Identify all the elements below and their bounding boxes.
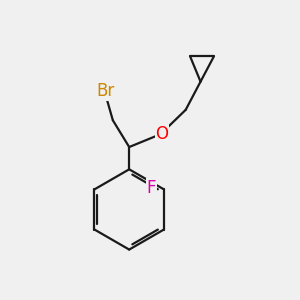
Text: O: O: [155, 125, 168, 143]
Text: Br: Br: [96, 82, 115, 100]
Text: F: F: [147, 179, 156, 197]
